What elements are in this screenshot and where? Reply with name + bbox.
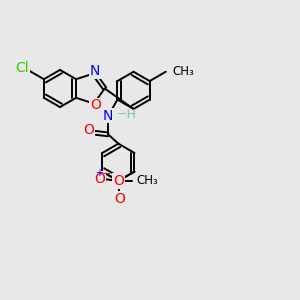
Text: +: + bbox=[95, 168, 103, 178]
Text: −H: −H bbox=[117, 108, 136, 122]
Text: N: N bbox=[89, 64, 100, 78]
Text: O: O bbox=[113, 174, 124, 188]
Text: N: N bbox=[113, 174, 124, 188]
Text: O: O bbox=[83, 123, 94, 137]
Text: CH₃: CH₃ bbox=[172, 65, 194, 78]
Text: −: − bbox=[101, 169, 111, 178]
Text: O: O bbox=[90, 98, 101, 112]
Text: Cl: Cl bbox=[16, 61, 29, 75]
Text: O: O bbox=[114, 192, 125, 206]
Text: O: O bbox=[94, 172, 105, 186]
Text: N: N bbox=[103, 109, 113, 123]
Text: CH₃: CH₃ bbox=[136, 174, 158, 188]
